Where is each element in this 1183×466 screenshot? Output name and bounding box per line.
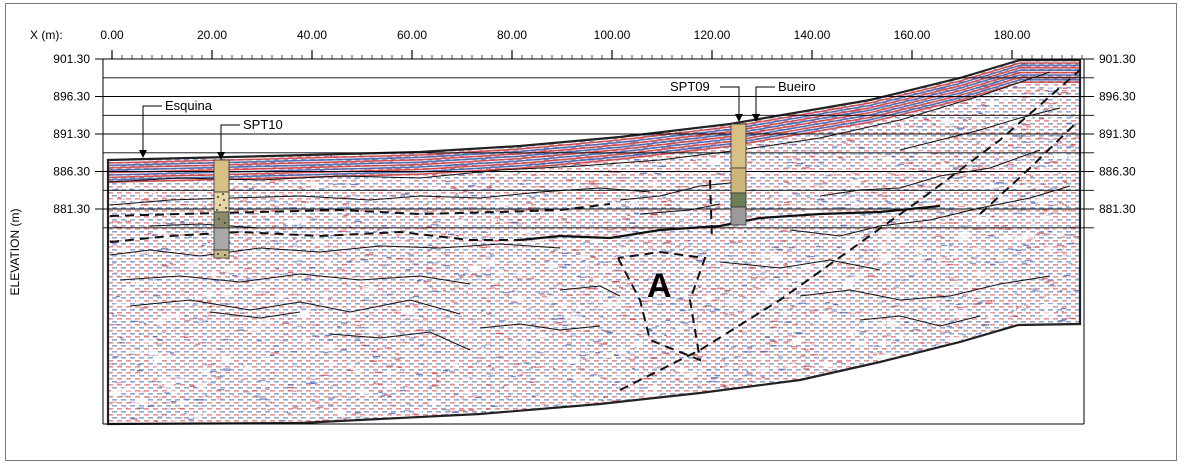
bueiro-leader — [755, 86, 775, 120]
x-tick-label: 140.00 — [794, 28, 831, 42]
x-tick-labels: 0.00 20.00 40.00 60.00 80.00 100.00 120.00 140.… — [100, 28, 1030, 42]
spt10-label: SPT10 — [243, 117, 283, 132]
y-tick-label-left: 881.30 — [53, 202, 90, 216]
borehole-spt10 — [213, 159, 230, 259]
x-tick-label: 40.00 — [297, 28, 327, 42]
spt10-layer-clay — [213, 227, 230, 251]
esquina-label: Esquina — [165, 98, 213, 113]
spt09-leader — [720, 86, 740, 120]
y-tick-labels-right: 901.30 896.30 891.30 886.30 881.30 — [1099, 52, 1136, 216]
y-tick-label-left: 886.30 — [53, 165, 90, 179]
y-tick-label-right: 881.30 — [1099, 202, 1136, 216]
bueiro-label: Bueiro — [778, 79, 816, 94]
spt09-layer-clay — [730, 206, 747, 226]
y-tick-labels-left: 901.30 896.30 891.30 886.30 881.30 — [53, 52, 90, 216]
spt09-layer-sand-2 — [730, 167, 747, 194]
spt09-label: SPT09 — [670, 79, 710, 94]
radargram — [106, 58, 1082, 426]
y-tick-label-right: 891.30 — [1099, 127, 1136, 141]
x-tick-label: 20.00 — [197, 28, 227, 42]
surface-reflection-bands — [108, 62, 1080, 183]
x-tick-label: 180.00 — [994, 28, 1031, 42]
y-axis: 901.30 896.30 891.30 886.30 881.30 901.30 896… — [8, 52, 1136, 425]
y-tick-label-left: 891.30 — [53, 127, 90, 141]
spt09-layer-silt — [730, 192, 747, 208]
x-tick-label: 0.00 — [100, 28, 124, 42]
spt10-layer-gravel — [213, 191, 230, 213]
x-axis-label: X (m): — [30, 28, 63, 42]
callout-arrowheads — [139, 114, 760, 160]
y-tick-label-right: 896.30 — [1099, 90, 1136, 104]
spt10-layer-base — [213, 249, 230, 259]
x-axis: X (m): 0.00 20.00 40.00 60.00 80.00 100.00 120… — [30, 28, 1084, 60]
zone-a-label: A — [647, 267, 672, 305]
x-tick-label: 100.00 — [594, 28, 631, 42]
esquina-leader — [142, 105, 162, 156]
dashed-interfaces — [109, 69, 1081, 391]
y-tick-label-left: 901.30 — [53, 52, 90, 66]
spt10-layer-sand — [213, 159, 230, 193]
y-tick-label-right: 901.30 — [1099, 52, 1136, 66]
callout-lines — [142, 86, 775, 158]
interpreted-reflectors — [107, 71, 1071, 351]
borehole-spt09 — [730, 123, 747, 226]
spt09-layer-sand — [730, 123, 747, 169]
x-tick-label: 160.00 — [894, 28, 931, 42]
spt10-leader — [220, 124, 240, 158]
x-tick-label: 80.00 — [497, 28, 527, 42]
x-tick-label: 60.00 — [397, 28, 427, 42]
x-axis-minor-ticks — [111, 50, 1083, 59]
x-tick-label: 120.00 — [694, 28, 731, 42]
section-outline — [106, 58, 1082, 426]
y-axis-label: ELEVATION (m) — [8, 209, 22, 296]
y-tick-label-left: 896.30 — [53, 90, 90, 104]
spt10-gravel-dots — [216, 193, 227, 256]
spt10-layer-silt — [213, 211, 230, 229]
y-tick-label-right: 886.30 — [1099, 165, 1136, 179]
